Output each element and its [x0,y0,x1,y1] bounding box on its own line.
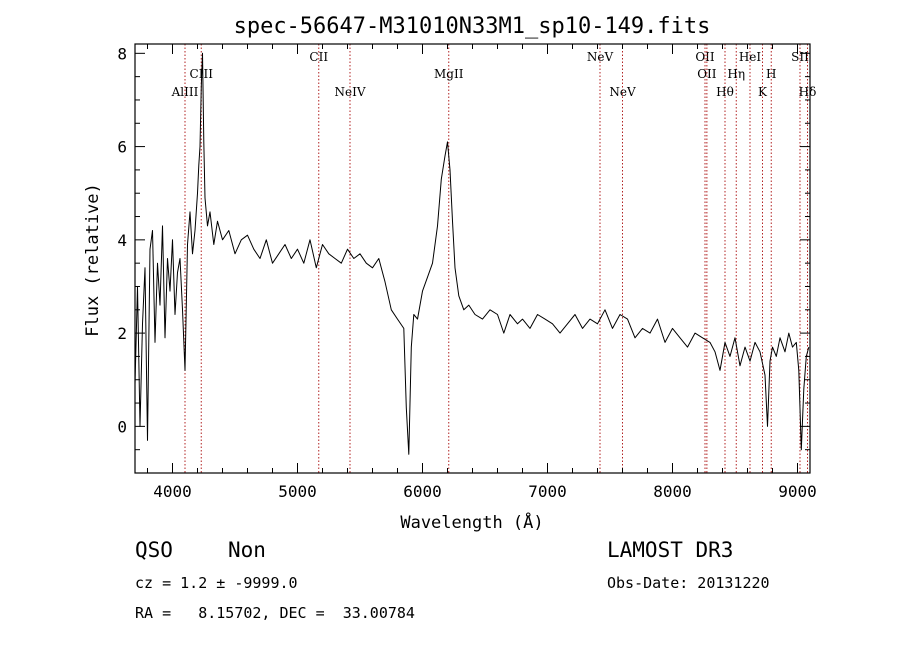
y-tick-label-0: 0 [117,417,127,436]
y-axis-label: Flux (relative) [83,183,103,337]
spectral-line-label-13: H [766,67,776,81]
x-axis-label: Wavelength (Å) [400,511,543,533]
x-tick-label-1: 5000 [278,482,317,501]
x-tick-label-0: 4000 [153,482,192,501]
spectral-line-label-6: NeV [609,85,636,99]
spectral-line-label-15: Hδ [799,85,817,99]
x-tick-label-3: 7000 [528,482,567,501]
spectral-line-label-2: CII [309,50,328,64]
spectrum-series [134,52,810,455]
spectral-line-label-7: OII [695,50,715,64]
object-class: QSO [135,538,173,562]
redshift-line: cz = 1.2 ± -9999.0 [135,574,298,592]
coordinates-line: RA = 8.15702, DEC = 33.00784 [135,604,415,622]
spectral-line-label-10: Hη [727,67,745,81]
spectral-line-label-12: K [758,85,768,99]
observation-date: Obs-Date: 20131220 [607,574,770,592]
spectrum-chart: spec-56647-M31010N33M1_sp10-149.fits AlI… [83,14,817,533]
survey-name: LAMOST DR3 [607,538,734,562]
plot-frame [134,43,811,474]
x-tick-label-4: 8000 [653,482,692,501]
spectral-line-label-8: OII [697,67,717,81]
y-tick-label-3: 6 [117,138,127,157]
y-tick-label-2: 4 [117,231,127,250]
spectral-line-label-4: MgII [434,67,464,81]
chart-title: spec-56647-M31010N33M1_sp10-149.fits [234,14,711,39]
y-tick-label-1: 2 [117,324,127,343]
spectrum-line-0 [134,52,810,455]
spectral-line-label-11: HeI [739,50,762,64]
spectral-line-label-14: SII [791,50,809,64]
object-subclass: Non [228,538,266,562]
spectral-line-markers: AlIIICIIICIINeIVMgIINeVNeVOIIOIIHθHηHeIK… [171,44,817,473]
spectral-line-label-9: Hθ [716,85,734,99]
spectral-line-label-3: NeIV [334,85,365,99]
y-axis: 0 2 4 6 8 [117,44,810,474]
spectral-line-label-5: NeV [587,50,614,64]
y-tick-label-4: 8 [117,44,127,63]
spectral-line-label-0: AlIII [171,85,199,99]
x-axis: 4000 5000 6000 7000 8000 9000 [147,44,817,501]
x-tick-label-2: 6000 [403,482,442,501]
x-tick-label-5: 9000 [778,482,817,501]
